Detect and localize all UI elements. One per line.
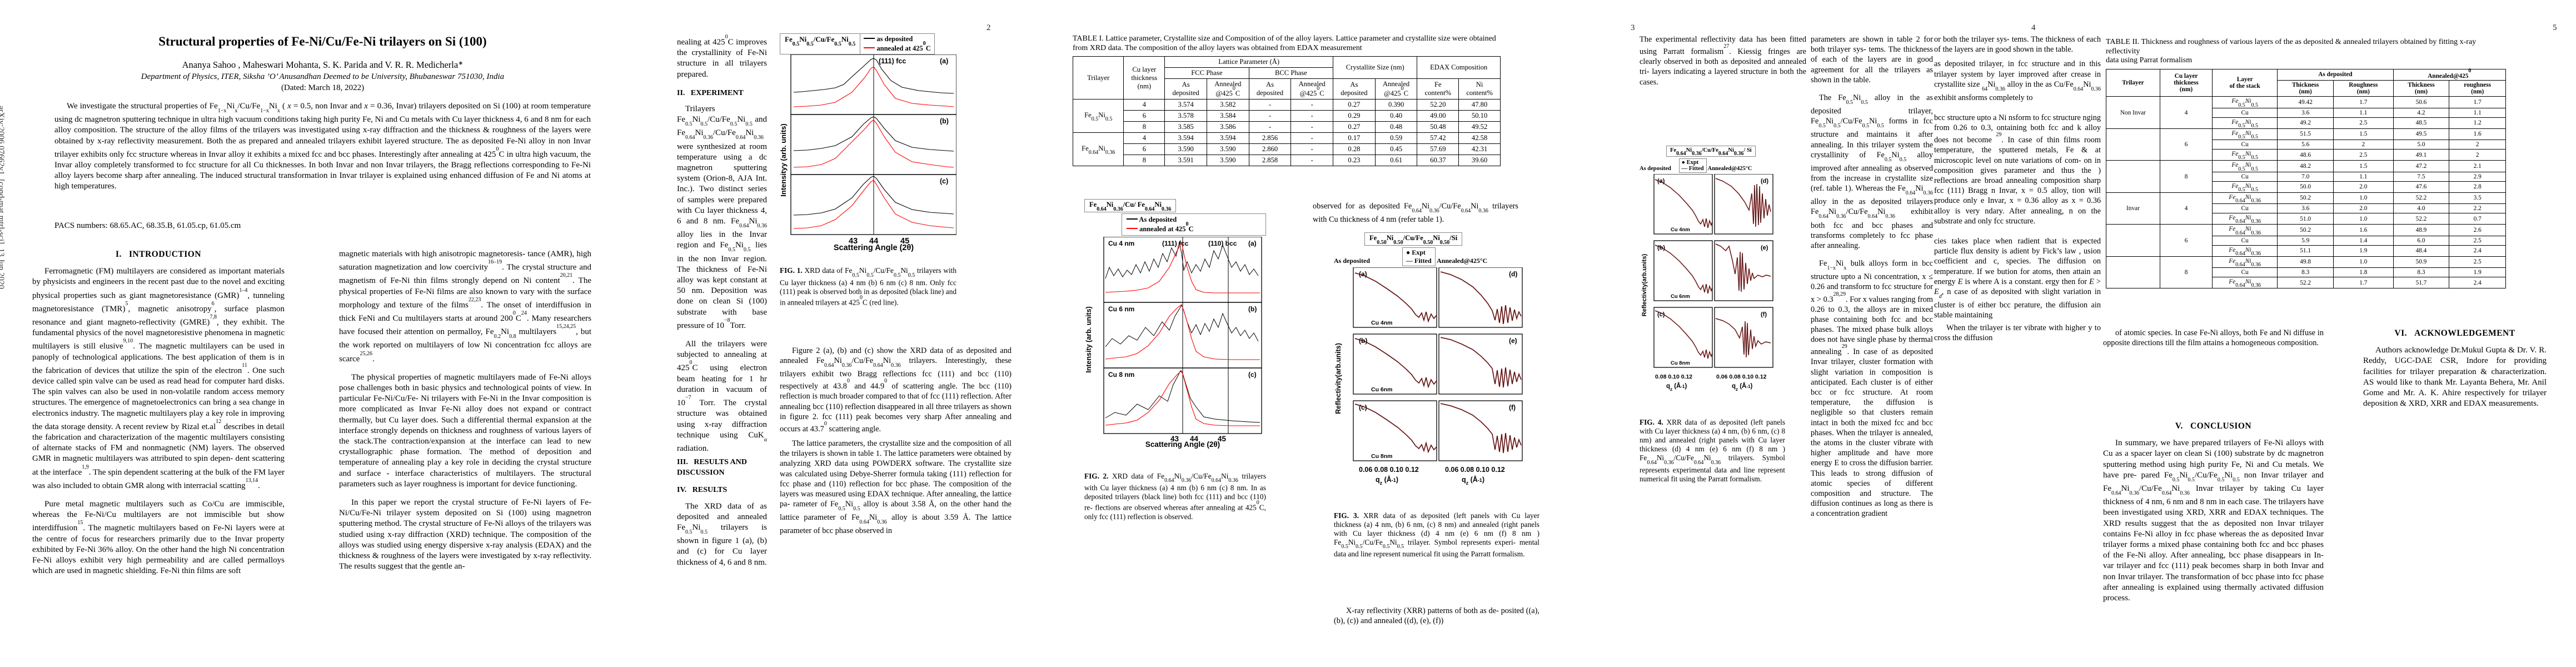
svg-text:Cu 6nm: Cu 6nm <box>1371 386 1393 393</box>
svg-text:(d): (d) <box>1509 270 1517 278</box>
svg-text:Cu 4 nm: Cu 4 nm <box>1108 240 1134 247</box>
svg-text:0.06 0.08 0.10 0.12: 0.06 0.08 0.10 0.12 <box>1445 466 1505 474</box>
svg-text:(e): (e) <box>1761 245 1768 251</box>
svg-text:0.06 0.08 0.10 0.12: 0.06 0.08 0.10 0.12 <box>1716 374 1767 380</box>
svg-text:(c): (c) <box>1248 371 1257 379</box>
svg-text:(111) fcc: (111) fcc <box>1162 240 1189 247</box>
svg-text:(b): (b) <box>1248 305 1257 313</box>
svg-text:qz (Å-1): qz (Å-1) <box>1666 382 1687 392</box>
svg-text:qz (Å-1): qz (Å-1) <box>1462 475 1484 486</box>
svg-text:(111) fcc: (111) fcc <box>879 57 906 65</box>
svg-text:Cu 6 nm: Cu 6 nm <box>1108 305 1134 313</box>
svg-text:Cu 4nm: Cu 4nm <box>1671 227 1690 233</box>
svg-text:(e): (e) <box>1509 337 1517 345</box>
svg-text:qz (Å-1): qz (Å-1) <box>1376 475 1398 486</box>
svg-text:(f): (f) <box>1509 404 1516 411</box>
svg-text:Intensityy (arb. units): Intensityy (arb. units) <box>780 123 788 196</box>
svg-text:Intensity (arb. units): Intensity (arb. units) <box>1085 306 1093 372</box>
svg-text:Cu 8nm: Cu 8nm <box>1671 360 1690 366</box>
svg-text:Scattering Angle (2θ): Scattering Angle (2θ) <box>834 243 914 252</box>
svg-text:(a): (a) <box>1248 240 1257 247</box>
svg-text:0.08 0.10 0.12: 0.08 0.10 0.12 <box>1655 374 1692 380</box>
svg-text:Cu 4nm: Cu 4nm <box>1371 320 1393 326</box>
svg-text:(d): (d) <box>1761 178 1768 185</box>
svg-text:Reflectivity(arb.units): Reflectivity(arb.units) <box>1641 254 1648 317</box>
svg-text:(c): (c) <box>940 177 948 185</box>
svg-text:Reflectivity(arb.units): Reflectivity(arb.units) <box>1334 343 1342 414</box>
svg-text:Cu 6nm: Cu 6nm <box>1671 293 1690 300</box>
svg-text:0.06 0.08 0.10 0.12: 0.06 0.08 0.10 0.12 <box>1359 466 1419 474</box>
svg-text:Cu 8 nm: Cu 8 nm <box>1108 371 1134 379</box>
svg-text:(f): (f) <box>1761 311 1767 318</box>
svg-text:Scattering Angle (2θ): Scattering Angle (2θ) <box>1145 440 1220 449</box>
svg-text:qz (Å-1): qz (Å-1) <box>1732 382 1753 392</box>
svg-text:Cu 8nm: Cu 8nm <box>1371 453 1393 460</box>
svg-text:(a): (a) <box>940 57 948 65</box>
svg-text:(b): (b) <box>940 117 949 125</box>
